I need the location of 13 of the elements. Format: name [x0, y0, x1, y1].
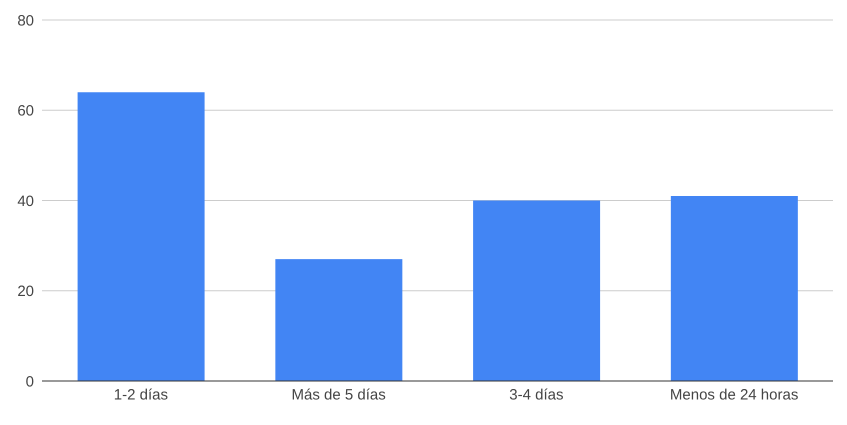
y-tick-label: 0: [26, 373, 34, 390]
bar: [275, 259, 402, 381]
x-tick-label: Menos de 24 horas: [670, 386, 798, 404]
y-tick-label: 60: [17, 102, 34, 120]
y-tick-label: 20: [17, 283, 34, 300]
x-tick-label: 3-4 días: [509, 386, 564, 404]
y-tick-label: 80: [17, 12, 34, 30]
x-tick-label: 1-2 días: [114, 386, 168, 404]
bar: [78, 92, 205, 381]
bar: [473, 200, 600, 381]
y-tick-label: 40: [17, 192, 34, 210]
x-tick-label: Más de 5 días: [292, 386, 386, 404]
bar: [670, 196, 798, 381]
